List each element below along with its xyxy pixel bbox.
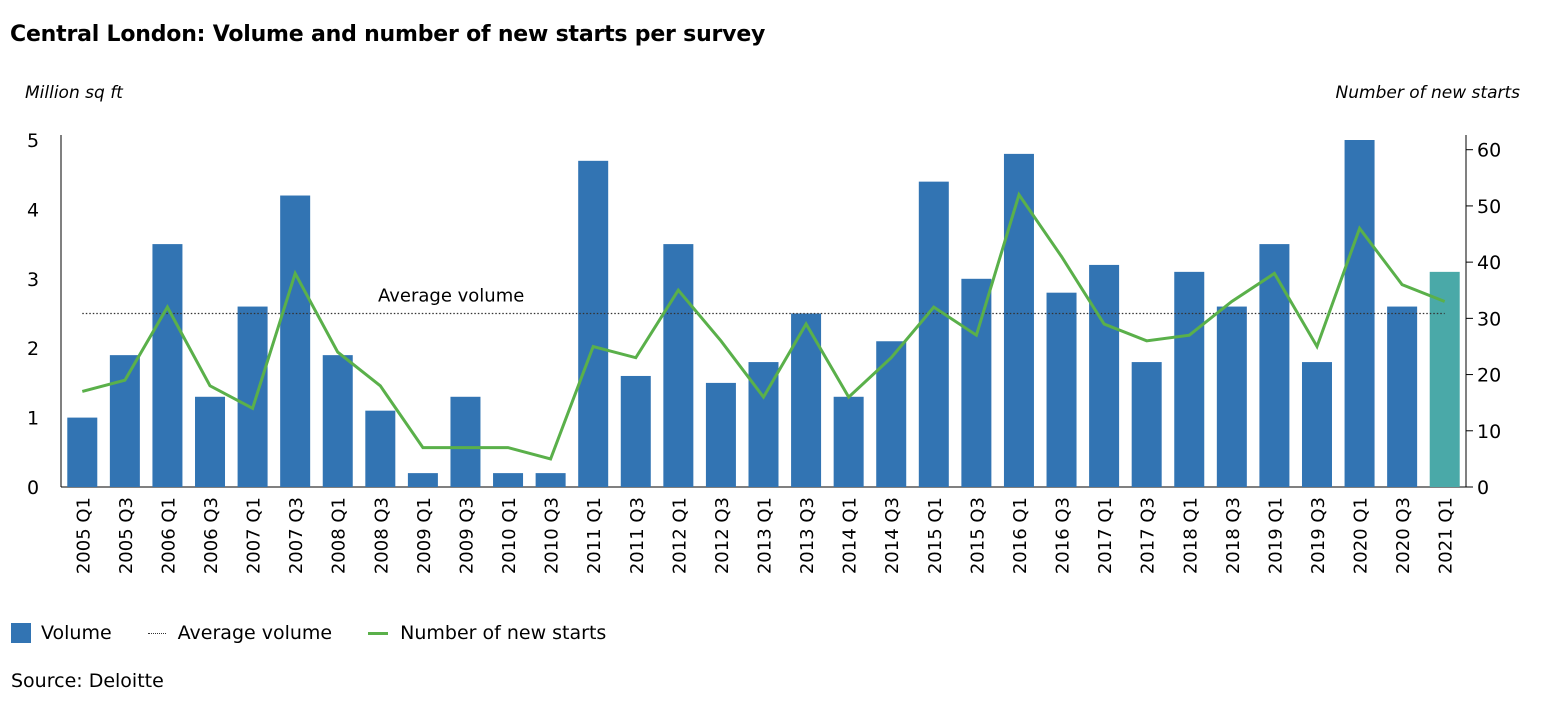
volume-bar (918, 181, 949, 487)
volume-bar (407, 473, 438, 487)
x-tick-label: 2020 Q1 (1351, 497, 1372, 574)
volume-bar (109, 355, 140, 487)
legend-item-average: Average volume (147, 622, 333, 644)
volume-bar (195, 396, 226, 487)
x-tick-label: 2010 Q1 (499, 497, 520, 574)
y2-tick-label: 40 (1477, 252, 1501, 274)
volume-bar (705, 382, 736, 487)
volume-bar (450, 396, 481, 487)
volume-bar (322, 355, 353, 487)
volume-bar (280, 195, 311, 487)
x-tick-label: 2018 Q3 (1223, 497, 1244, 574)
y-tick-label: 3 (27, 269, 39, 291)
legend-label-volume: Volume (41, 622, 112, 644)
x-tick-label: 2019 Q3 (1308, 497, 1329, 574)
x-tick-label: 2006 Q3 (201, 497, 222, 574)
volume-bar (1003, 153, 1034, 487)
x-tick-label: 2005 Q1 (73, 497, 94, 574)
x-tick-label: 2008 Q3 (371, 497, 392, 574)
y-tick-label: 2 (27, 338, 39, 360)
volume-bar (1216, 306, 1247, 487)
y2-tick-label: 10 (1477, 421, 1501, 443)
x-tick-label: 2005 Q3 (116, 497, 137, 574)
x-tick-label: 2017 Q3 (1138, 497, 1159, 574)
legend-label-starts: Number of new starts (400, 622, 607, 644)
legend: Volume Average volume Number of new star… (11, 620, 642, 646)
x-tick-label: 2013 Q3 (797, 497, 818, 574)
legend-swatch-volume (11, 623, 31, 643)
y-tick-label: 0 (27, 477, 39, 499)
y-tick-label: 5 (27, 130, 39, 152)
x-tick-label: 2013 Q1 (755, 497, 776, 574)
x-tick-label: 2018 Q1 (1180, 497, 1201, 574)
legend-item-volume: Volume (11, 622, 112, 644)
x-tick-label: 2020 Q3 (1393, 497, 1414, 574)
x-tick-label: 2016 Q1 (1010, 497, 1031, 574)
x-tick-label: 2012 Q1 (669, 497, 690, 574)
volume-bar (1301, 362, 1332, 487)
x-tick-label: 2021 Q1 (1436, 497, 1457, 574)
legend-swatch-average (147, 632, 166, 634)
x-tick-label: 2012 Q3 (712, 497, 733, 574)
x-tick-label: 2009 Q3 (456, 497, 477, 574)
x-tick-label: 2015 Q1 (925, 497, 946, 574)
volume-bar (961, 278, 992, 487)
volume-bar (493, 473, 524, 487)
volume-bar (1174, 271, 1205, 487)
volume-bar (535, 473, 566, 487)
x-tick-label: 2014 Q1 (840, 497, 861, 574)
volume-bar (1259, 244, 1290, 487)
x-tick-label: 2011 Q1 (584, 497, 605, 574)
volume-bar (1089, 264, 1120, 487)
right-axis-title: Number of new starts (1335, 83, 1520, 103)
y2-tick-label: 60 (1477, 140, 1501, 162)
chart-title: Central London: Volume and number of new… (10, 22, 766, 47)
new-starts-line (81, 191, 1446, 461)
volume-bar (1131, 362, 1162, 487)
volume-bar (833, 396, 864, 487)
volume-bar (578, 160, 609, 487)
x-tick-label: 2017 Q1 (1095, 497, 1116, 574)
x-tick-label: 2019 Q1 (1265, 497, 1286, 574)
volume-bar (1429, 271, 1460, 487)
x-tick-label: 2014 Q3 (882, 497, 903, 574)
x-tick-label: 2009 Q1 (414, 497, 435, 574)
x-tick-label: 2008 Q1 (329, 497, 350, 574)
x-tick-label: 2011 Q3 (627, 497, 648, 574)
volume-bar (152, 244, 183, 487)
legend-item-starts: Number of new starts (368, 622, 606, 644)
volume-bar (1046, 292, 1077, 487)
volume-bar (876, 341, 907, 487)
y-tick-label: 1 (27, 408, 39, 430)
x-tick-label: 2016 Q3 (1053, 497, 1074, 574)
volume-bar (1387, 306, 1418, 487)
average-volume-label: Average volume (378, 286, 524, 307)
volume-bar (1344, 140, 1375, 487)
x-tick-label: 2006 Q1 (158, 497, 179, 574)
y2-tick-label: 20 (1477, 365, 1501, 387)
volume-bar (365, 410, 396, 487)
x-tick-label: 2007 Q3 (286, 497, 307, 574)
volume-bar (620, 375, 651, 487)
x-tick-label: 2015 Q3 (967, 497, 988, 574)
volume-bar (67, 417, 98, 487)
x-tick-label: 2010 Q3 (542, 497, 563, 574)
volume-bar (237, 306, 268, 487)
y2-tick-label: 50 (1477, 196, 1501, 218)
legend-swatch-starts (368, 631, 389, 635)
x-tick-label: 2007 Q1 (244, 497, 265, 574)
y-tick-label: 4 (27, 199, 39, 221)
legend-label-average: Average volume (177, 622, 333, 644)
left-axis-title: Million sq ft (25, 83, 123, 103)
volume-bar (663, 244, 694, 487)
y2-tick-label: 30 (1477, 308, 1501, 330)
y2-tick-label: 0 (1477, 477, 1489, 499)
source-note: Source: Deloitte (11, 670, 164, 692)
